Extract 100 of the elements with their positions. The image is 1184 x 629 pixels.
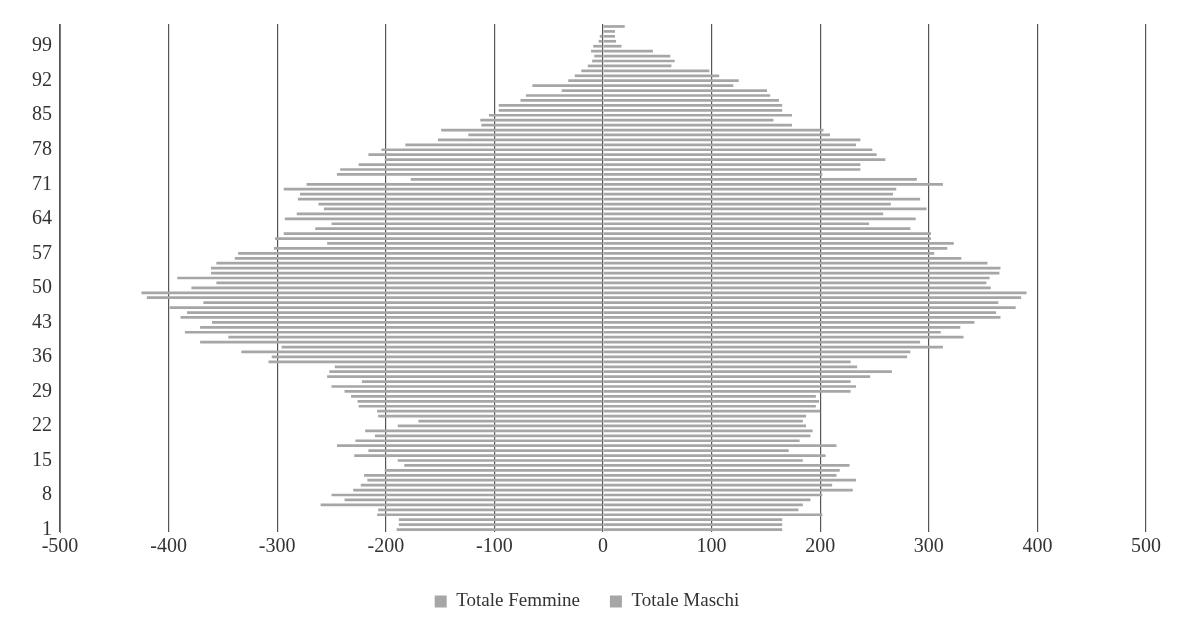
- bar: [357, 399, 603, 403]
- bar: [603, 528, 783, 531]
- bar: [603, 321, 975, 324]
- bar: [603, 459, 803, 462]
- bar: [275, 237, 603, 240]
- bar: [378, 508, 603, 512]
- bar: [603, 311, 997, 314]
- bar: [405, 143, 603, 147]
- bar: [384, 158, 603, 161]
- bar: [568, 79, 603, 83]
- bar: [598, 39, 603, 43]
- bar: [603, 360, 851, 364]
- bar: [581, 69, 603, 73]
- bar: [603, 79, 739, 83]
- bar: [284, 217, 603, 221]
- bar: [306, 182, 603, 186]
- bar: [238, 251, 603, 255]
- bar: [327, 375, 603, 378]
- bar: [381, 148, 603, 152]
- bar: [203, 301, 603, 305]
- bar: [603, 247, 948, 250]
- bar: [603, 108, 783, 112]
- x-tick-label: 200: [805, 534, 836, 557]
- bar: [603, 94, 771, 97]
- bar: [368, 153, 603, 157]
- bar: [404, 464, 603, 467]
- bar: [603, 34, 615, 38]
- bar: [603, 118, 774, 122]
- bar: [603, 251, 935, 255]
- bar: [603, 449, 789, 452]
- bar: [334, 365, 603, 369]
- bar: [488, 113, 603, 117]
- x-tick-label: -200: [367, 534, 405, 557]
- bar: [336, 173, 603, 176]
- bar: [331, 222, 603, 226]
- bar: [498, 108, 603, 112]
- bar: [410, 178, 603, 181]
- bar: [268, 360, 603, 364]
- bar: [141, 291, 603, 295]
- bar: [593, 44, 603, 48]
- bar: [358, 163, 603, 166]
- y-tick-label: 71: [32, 171, 52, 194]
- bar: [603, 473, 837, 477]
- y-tick-label: 99: [32, 33, 52, 56]
- bar: [603, 385, 857, 388]
- bar: [603, 439, 800, 443]
- bar: [603, 375, 871, 378]
- bar: [603, 468, 840, 472]
- y-tick-label: 43: [32, 309, 52, 332]
- bar: [377, 513, 603, 517]
- bar: [603, 217, 916, 221]
- bar: [603, 242, 954, 245]
- bar: [603, 380, 851, 383]
- bar: [603, 261, 988, 265]
- bar: [603, 104, 783, 107]
- bar: [397, 459, 603, 462]
- bar: [603, 69, 710, 73]
- y-tick-label: 64: [32, 206, 52, 229]
- bar: [368, 449, 603, 452]
- bar: [329, 370, 603, 374]
- bar: [331, 385, 603, 388]
- bar: [603, 335, 964, 339]
- bar: [212, 321, 603, 324]
- bar: [480, 118, 603, 122]
- bar: [364, 473, 603, 477]
- bar: [603, 39, 617, 43]
- bar: [603, 513, 823, 517]
- y-tick-label: 15: [32, 447, 52, 470]
- bar: [398, 518, 603, 522]
- bar: [532, 84, 603, 88]
- bar: [603, 153, 877, 157]
- x-tick-label: 500: [1131, 534, 1161, 557]
- x-tick-label: 100: [696, 534, 727, 557]
- bar: [603, 478, 857, 482]
- bar: [525, 94, 603, 97]
- bar: [283, 187, 603, 191]
- bar: [603, 483, 833, 487]
- bar: [603, 182, 943, 186]
- bar: [603, 444, 837, 448]
- y-tick-label: 29: [32, 378, 52, 401]
- bar: [520, 99, 603, 102]
- bar: [200, 325, 603, 329]
- y-tick-label: 8: [42, 482, 52, 505]
- bar: [603, 306, 1016, 309]
- bar: [603, 168, 861, 171]
- bar: [360, 483, 603, 487]
- x-tick-label: 300: [913, 534, 944, 557]
- bar: [184, 330, 603, 334]
- bar: [315, 227, 603, 231]
- bar: [603, 143, 857, 147]
- bar: [361, 380, 603, 383]
- bar: [603, 237, 931, 240]
- bar: [498, 104, 603, 107]
- bar: [603, 25, 625, 28]
- bar: [180, 316, 603, 319]
- bar: [327, 242, 603, 245]
- y-tick-label: 36: [32, 344, 52, 367]
- bar: [603, 404, 816, 408]
- bar: [300, 192, 603, 196]
- bar: [603, 434, 811, 438]
